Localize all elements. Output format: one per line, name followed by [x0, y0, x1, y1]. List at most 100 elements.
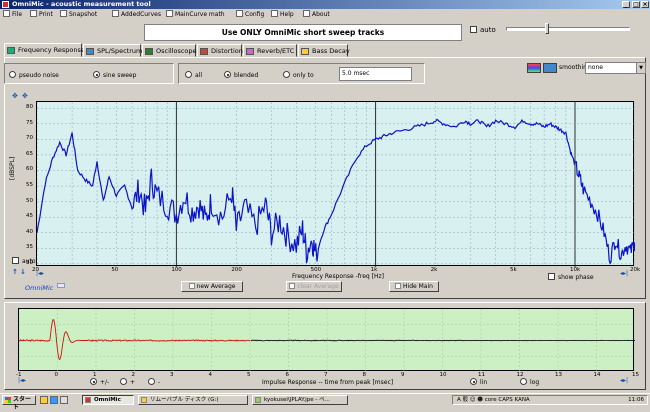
polarity-both-option[interactable]: +/-	[90, 378, 109, 386]
tab-oscilloscope[interactable]: Oscilloscope	[142, 44, 197, 57]
chevron-down-icon[interactable]: ▼	[636, 63, 645, 73]
ir-tail-line	[250, 339, 635, 342]
bass-tab-icon	[301, 48, 309, 55]
ir-x-tick-label: 9	[401, 372, 405, 378]
menu-about[interactable]: About	[303, 10, 330, 20]
hide-main-button[interactable]: Hide Main	[389, 281, 439, 292]
ir-windowed-line	[19, 319, 251, 361]
tab-distortion[interactable]: Distortion	[197, 44, 243, 57]
level-slider-thumb[interactable]	[545, 23, 550, 34]
window-only-to-radio[interactable]	[283, 71, 290, 78]
color-palette-button[interactable]	[527, 63, 541, 73]
auto-scale-option[interactable]: auto	[12, 257, 36, 265]
fr-x-tick-label: 1k	[370, 267, 378, 273]
quicklaunch-desktop-icon[interactable]	[60, 396, 68, 404]
scale-lin-radio[interactable]	[470, 378, 477, 385]
menu-config[interactable]: Config	[236, 10, 264, 20]
maximize-button[interactable]: □	[632, 1, 640, 8]
tray-indicators[interactable]: A 般 ☺ ☻ core CAPS KANA	[457, 397, 530, 403]
show-phase-option[interactable]: show phase	[548, 273, 594, 281]
fr-right-scroll-icon[interactable]: ◂▸|	[620, 270, 629, 277]
window-all-radio[interactable]	[185, 71, 192, 78]
sine-sweep-radio[interactable]	[93, 71, 100, 78]
impulse-response-plot[interactable]	[18, 308, 635, 372]
menu-print[interactable]: Print	[30, 10, 53, 20]
menu-maincurve-math[interactable]: MainCurve math	[166, 10, 225, 20]
scale-log-option[interactable]: log	[520, 378, 539, 386]
smoothing-select[interactable]: none ▼	[585, 62, 646, 74]
window-only-to-option[interactable]: only to	[283, 71, 314, 79]
folder-task-icon	[141, 397, 147, 403]
auto-checkbox-box[interactable]	[470, 26, 477, 33]
ir-left-scroll-icon[interactable]: |◂▸	[18, 377, 27, 384]
fr-series-line	[37, 118, 635, 265]
polarity-plus-radio[interactable]	[120, 378, 127, 385]
menu-help[interactable]: Help	[271, 10, 294, 20]
ir-x-tick-label: 15	[632, 372, 639, 378]
minimize-button[interactable]: _	[622, 1, 630, 8]
tab-frequency-response[interactable]: Frequency Response	[4, 43, 85, 57]
zoom-out-icon[interactable]: ✥	[22, 92, 28, 100]
scale-lin-option[interactable]: lin	[470, 378, 487, 386]
tab-spl-spectrum[interactable]: SPL/Spectrum	[83, 44, 142, 57]
taskbar-item-removable-disk[interactable]: リムーバブル ディスク (G:)	[138, 395, 248, 405]
hide-icon	[395, 283, 402, 289]
window-delay-input[interactable]: 5.0 msec	[339, 67, 412, 81]
polarity-both-radio[interactable]	[90, 378, 97, 385]
ir-x-tick-label: 12	[516, 372, 524, 378]
close-button[interactable]: ×	[641, 1, 649, 8]
fr-y-tick-label: 65	[26, 150, 33, 157]
clock: 11:06	[628, 397, 644, 403]
taskbar-item-jplay-image[interactable]: kyokusei\JPLAY.jpe - ペ...	[252, 395, 348, 405]
clear-average-button[interactable]: clear Average	[286, 281, 342, 292]
pseudo-noise-option[interactable]: pseudo noise	[9, 71, 59, 79]
fr-y-tick-label: 35	[26, 244, 33, 251]
menu-addedcurves[interactable]: AddedCurves	[112, 10, 161, 20]
fr-x-tick-label: 50	[111, 267, 119, 273]
spl-tab-icon	[86, 48, 94, 55]
omnimic-brand: OmniMic	[25, 284, 54, 292]
scale-log-radio[interactable]	[520, 378, 527, 385]
quicklaunch-ie-icon[interactable]	[50, 396, 58, 404]
auto-checkbox[interactable]: auto	[470, 26, 496, 34]
fr-x-tick-label: 2k	[430, 267, 438, 273]
menu-file[interactable]: File	[3, 10, 22, 20]
level-slider-track[interactable]	[506, 27, 630, 31]
export-button[interactable]	[543, 63, 557, 73]
fr-x-tick-label: 200	[231, 267, 242, 273]
window-all-option[interactable]: all	[185, 71, 202, 79]
pseudo-noise-radio[interactable]	[9, 71, 16, 78]
fr-y-tick-label: 70	[26, 135, 33, 142]
new-average-button[interactable]: new Average	[181, 281, 243, 292]
fr-left-scroll-icon[interactable]: |◂▸	[36, 270, 45, 277]
start-button[interactable]: スタート	[2, 395, 36, 411]
tab-bass-decay[interactable]: Bass Decay	[298, 44, 350, 57]
sine-sweep-option[interactable]: sine sweep	[93, 71, 136, 79]
window-group: all blended only to	[178, 63, 425, 84]
zoom-in-icon[interactable]: ✥	[12, 92, 18, 100]
arrow-down-icon[interactable]: ↓	[20, 268, 26, 276]
fr-y-tick-label: 60	[26, 166, 33, 173]
ir-right-scroll-icon[interactable]: ◂▸|	[620, 377, 629, 384]
printer-icon	[30, 10, 37, 17]
average-icon	[188, 283, 195, 289]
polarity-plus-option[interactable]: +	[120, 378, 135, 386]
quicklaunch-folder-icon[interactable]	[40, 396, 48, 404]
impulse-response-panel	[4, 302, 646, 390]
clear-icon	[289, 283, 296, 289]
menu-snapshot[interactable]: Snapshot	[60, 10, 97, 20]
frequency-response-plot[interactable]	[36, 101, 635, 267]
taskbar-item-omnimic[interactable]: OmniMic	[82, 395, 134, 405]
system-tray: A 般 ☺ ☻ core CAPS KANA 11:06	[452, 395, 648, 405]
polarity-minus-radio[interactable]	[148, 378, 155, 385]
show-phase-checkbox[interactable]	[548, 273, 555, 280]
window-blended-option[interactable]: blended	[224, 71, 258, 79]
arrow-up-icon[interactable]: ↑	[12, 268, 18, 276]
polarity-minus-option[interactable]: -	[148, 378, 160, 386]
distortion-tab-icon	[200, 48, 208, 55]
window-blended-radio[interactable]	[224, 71, 231, 78]
auto-scale-checkbox[interactable]	[12, 257, 19, 264]
fr-x-tick-label: 10k	[569, 267, 581, 273]
tab-reverb-etc[interactable]: Reverb/ETC	[243, 44, 297, 57]
ir-x-tick-label: 11	[478, 372, 485, 378]
